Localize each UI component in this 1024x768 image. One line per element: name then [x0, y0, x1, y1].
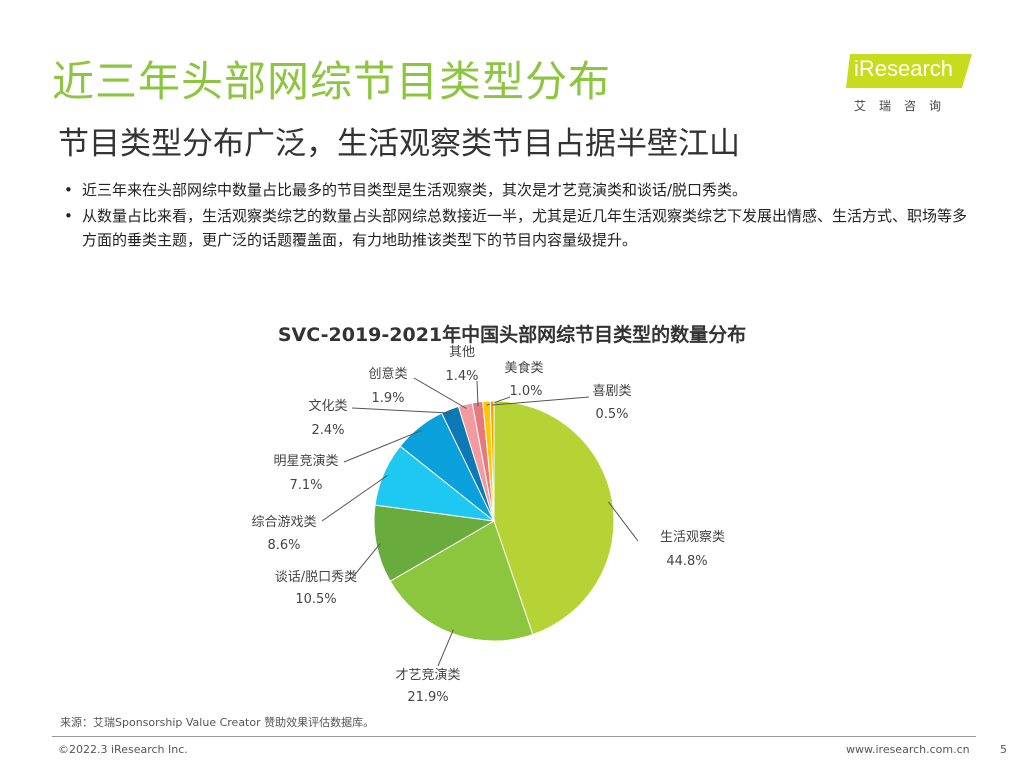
leader-line	[476, 380, 479, 407]
page-subtitle: 节目类型分布广泛，生活观察类节目占据半壁江山	[58, 126, 740, 162]
pie-slice	[493, 400, 615, 636]
logo-cn: 艾瑞咨询	[854, 99, 955, 113]
bullet-dot: •	[64, 181, 73, 199]
slice-label: 才艺竞演类	[395, 667, 460, 683]
slice-value: 7.1%	[289, 478, 322, 493]
slice-value: 10.5%	[295, 592, 336, 607]
slice-value: 2.4%	[311, 423, 344, 438]
website-link[interactable]: www.iresearch.com.cn	[846, 743, 970, 756]
slice-label: 文化类	[308, 399, 347, 414]
copyright: ©2022.3 iResearch Inc.	[58, 743, 188, 756]
slice-value: 0.5%	[595, 407, 628, 422]
slice-value: 44.8%	[666, 554, 707, 569]
pie-slice	[373, 504, 496, 582]
bullet-list: • 近三年来在头部网综中数量占比最多的节目类型是生活观察类，其次是才艺竞演类和谈…	[60, 178, 972, 254]
slice-label: 谈话/脱口秀类	[275, 570, 357, 585]
slice-label: 生活观察类	[660, 530, 725, 545]
page-number: 5	[1000, 743, 1007, 756]
page-title: 近三年头部网综节目类型分布	[52, 57, 612, 106]
footer-divider	[52, 736, 976, 737]
leader-line	[351, 543, 381, 579]
slice-value: 1.9%	[371, 391, 404, 406]
bullet-text: 从数量占比来看，生活观察类综艺的数量占头部网综总数接近一半，尤其是近几年生活观察…	[82, 207, 968, 249]
bullet-text: 近三年来在头部网综中数量占比最多的节目类型是生活观察类，其次是才艺竞演类和谈话/…	[82, 181, 748, 199]
slice-value: 1.4%	[445, 369, 478, 384]
slice-label: 明星竞演类	[273, 453, 338, 469]
bullet-item: • 从数量占比来看，生活观察类综艺的数量占头部网综总数接近一半，尤其是近几年生活…	[60, 204, 972, 252]
slice-label: 其他	[449, 345, 475, 360]
bullet-dot: •	[64, 207, 73, 225]
logo-badge-icon	[846, 54, 972, 88]
chart-title: SVC-2019-2021年中国头部网综节目类型的数量分布	[277, 324, 747, 346]
slice-label: 综合游戏类	[251, 515, 316, 530]
leader-line	[321, 475, 388, 522]
slice-value: 8.6%	[267, 538, 300, 553]
slice-label: 创意类	[368, 366, 407, 382]
leader-line	[343, 429, 422, 463]
leader-line	[437, 629, 454, 667]
leader-line	[608, 501, 639, 542]
pie-slice	[489, 400, 495, 522]
source-note: 来源：艾瑞Sponsorship Value Creator 赞助效果评估数据库…	[60, 716, 375, 729]
bullet-item: • 近三年来在头部网综中数量占比最多的节目类型是生活观察类，其次是才艺竞演类和谈…	[60, 178, 972, 202]
slice-label: 喜剧类	[592, 384, 631, 399]
leader-line	[413, 377, 467, 409]
slice-value: 1.0%	[509, 384, 542, 399]
logo-brand: iResearch	[854, 56, 954, 81]
iresearch-logo: iResearch 艾瑞咨询	[846, 54, 976, 116]
slice-label: 美食类	[504, 360, 543, 376]
leader-line	[351, 407, 452, 414]
leader-line	[492, 396, 590, 406]
slice-value: 21.9%	[407, 690, 448, 705]
